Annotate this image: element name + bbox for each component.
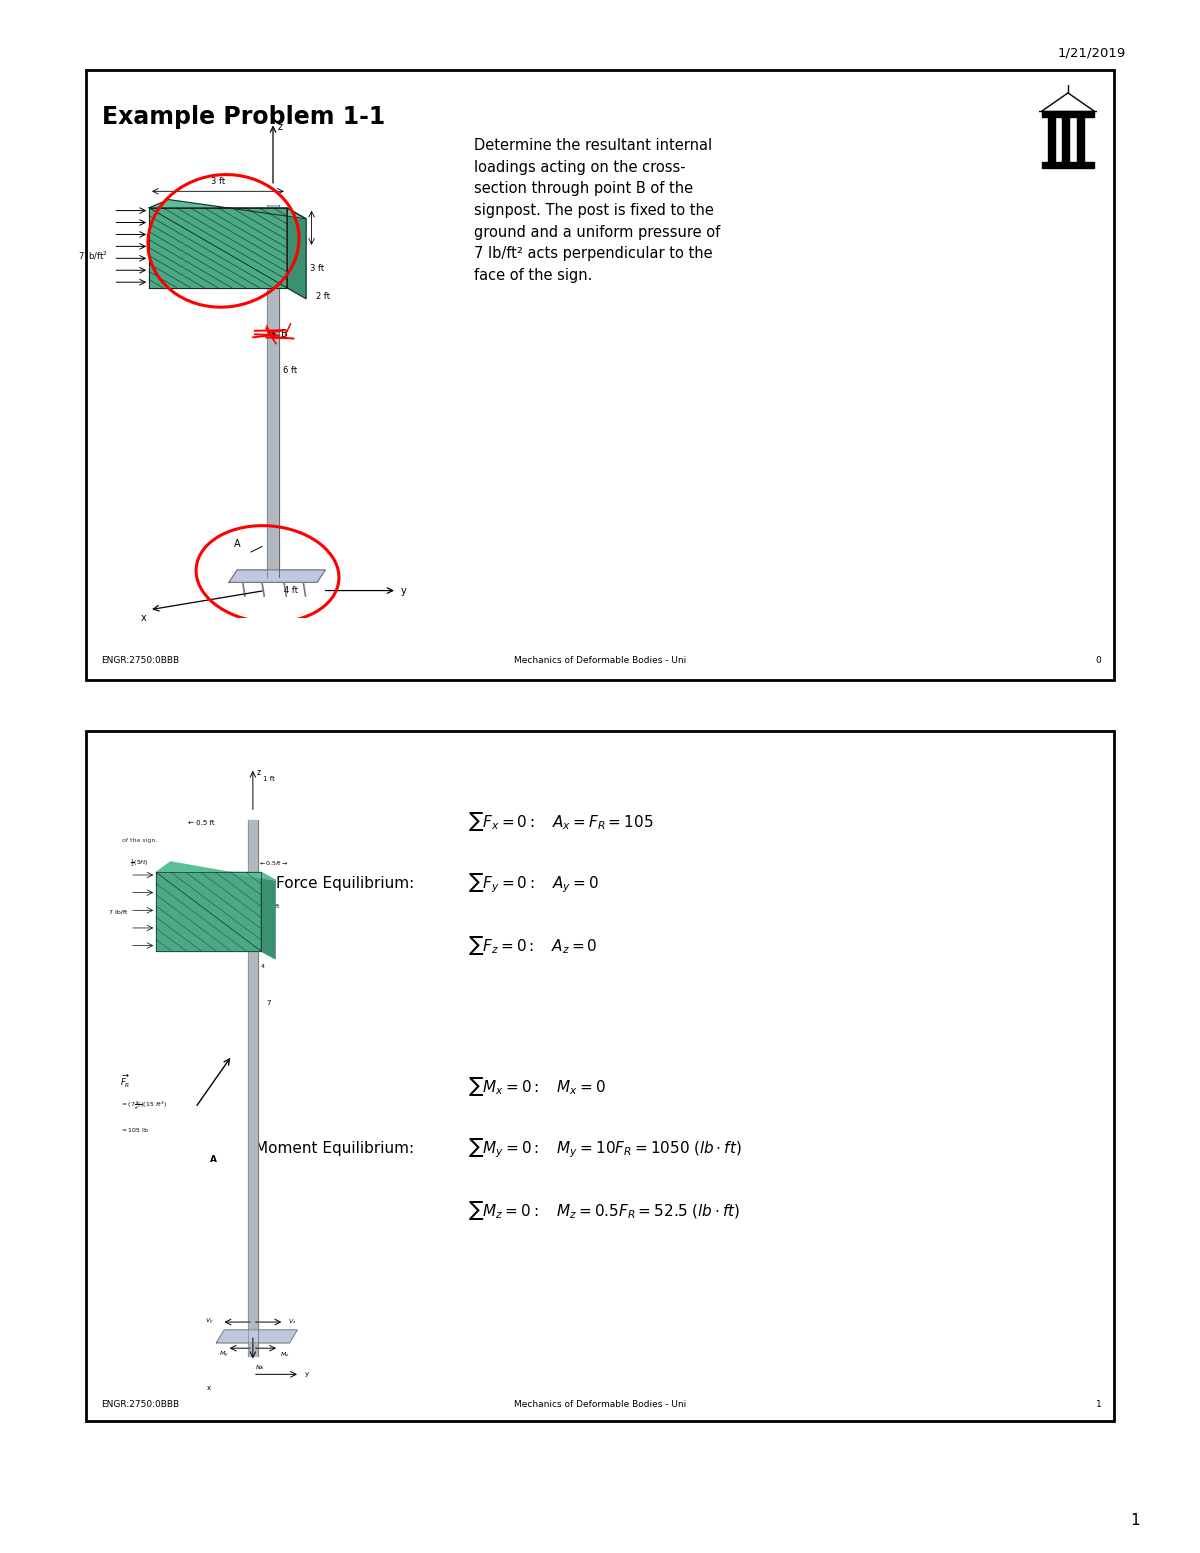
Polygon shape	[260, 873, 275, 958]
Text: $=(7\frac{lb}{ft^2})(15\ ft^2)$: $=(7\frac{lb}{ft^2})(15\ ft^2)$	[120, 1100, 167, 1112]
Text: $M_y$: $M_y$	[220, 1350, 229, 1360]
Text: Mechanics of Deformable Bodies - Uni: Mechanics of Deformable Bodies - Uni	[514, 1399, 686, 1409]
Text: $N_A$: $N_A$	[256, 1364, 265, 1371]
Text: B: B	[281, 329, 288, 340]
Polygon shape	[149, 208, 287, 287]
Text: $\sum M_z = 0:\quad M_z = 0.5F_R = 52.5\;(lb\cdot ft)$: $\sum M_z = 0:\quad M_z = 0.5F_R = 52.5\…	[468, 1199, 740, 1222]
Bar	[1042, 110, 1094, 116]
Text: $V_z$: $V_z$	[288, 1317, 296, 1326]
Text: $\sum M_y = 0:\quad M_y = 10F_R = 1050\;(lb\cdot ft)$: $\sum M_y = 0:\quad M_y = 10F_R = 1050\;…	[468, 1137, 742, 1160]
Bar	[1048, 115, 1055, 165]
Text: $\sum F_y = 0:\quad A_y = 0$: $\sum F_y = 0:\quad A_y = 0$	[468, 871, 599, 895]
Polygon shape	[149, 200, 306, 219]
FancyBboxPatch shape	[86, 731, 1114, 1421]
Text: $= 105$ lb: $= 105$ lb	[120, 1126, 149, 1134]
Text: 3 ft: 3 ft	[310, 264, 324, 273]
Text: 7 lb/ft: 7 lb/ft	[109, 909, 127, 915]
Text: x: x	[140, 612, 146, 623]
Text: Determine the resultant internal
loadings acting on the cross-
section through p: Determine the resultant internal loading…	[474, 138, 720, 283]
Polygon shape	[156, 873, 260, 950]
Text: 3 ft: 3 ft	[211, 177, 226, 186]
Text: $\leftarrow$5 ft: $\leftarrow$5 ft	[260, 902, 281, 910]
Text: z: z	[277, 123, 282, 132]
Text: Example Problem 1-1: Example Problem 1-1	[102, 104, 385, 129]
Text: 7: 7	[266, 1000, 270, 1006]
Bar	[1076, 115, 1084, 165]
Text: ENGR:2750:0BBB: ENGR:2750:0BBB	[101, 1399, 179, 1409]
Polygon shape	[229, 570, 325, 582]
Text: y: y	[305, 1371, 310, 1378]
Text: $V_y$: $V_y$	[205, 1317, 214, 1328]
Text: Moment Equilibrium:: Moment Equilibrium:	[254, 1141, 414, 1155]
Text: 1: 1	[1096, 1399, 1102, 1409]
Text: z: z	[257, 767, 260, 776]
Text: $\sum F_x = 0:\quad A_x = F_R = 105$: $\sum F_x = 0:\quad A_x = F_R = 105$	[468, 809, 654, 832]
FancyBboxPatch shape	[86, 70, 1114, 680]
Text: 6 ft: 6 ft	[283, 367, 296, 374]
Text: ENGR:2750:0BBB: ENGR:2750:0BBB	[101, 655, 179, 665]
Polygon shape	[216, 1329, 298, 1343]
Text: y: y	[401, 585, 407, 595]
Bar	[1062, 115, 1069, 165]
Text: ← 0.5 ft: ← 0.5 ft	[187, 820, 214, 826]
Text: $\frac{1}{2}(5ft)$: $\frac{1}{2}(5ft)$	[130, 857, 149, 868]
Text: 2 ft: 2 ft	[316, 292, 330, 301]
Text: $\sum F_z = 0:\quad A_z = 0$: $\sum F_z = 0:\quad A_z = 0$	[468, 933, 598, 957]
Text: 6 ft: 6 ft	[260, 929, 271, 933]
Polygon shape	[287, 208, 306, 298]
Text: Mechanics of Deformable Bodies - Uni: Mechanics of Deformable Bodies - Uni	[514, 655, 686, 665]
Text: A: A	[234, 539, 240, 548]
Bar	[1042, 162, 1094, 168]
Text: $M_z$: $M_z$	[281, 1350, 290, 1359]
Text: 1/21/2019: 1/21/2019	[1057, 47, 1126, 59]
Text: 0: 0	[1096, 655, 1102, 665]
Text: 4: 4	[260, 964, 265, 969]
Text: 4 ft: 4 ft	[284, 587, 298, 595]
Text: A: A	[210, 1155, 217, 1165]
Text: $\sum M_x = 0:\quad M_x = 0$: $\sum M_x = 0:\quad M_x = 0$	[468, 1075, 606, 1098]
Text: $\leftarrow 0.5ft \rightarrow$: $\leftarrow 0.5ft \rightarrow$	[258, 859, 288, 867]
Text: Force Equilibrium:: Force Equilibrium:	[276, 876, 414, 891]
Text: of the sign.: of the sign.	[122, 839, 157, 843]
Text: 1 ft: 1 ft	[263, 775, 275, 781]
Text: 1: 1	[1130, 1513, 1140, 1528]
Polygon shape	[156, 862, 275, 881]
Text: 7 lb/ft$^2$: 7 lb/ft$^2$	[78, 250, 108, 262]
Text: x: x	[206, 1385, 210, 1391]
Text: $\overrightarrow{F_R}$: $\overrightarrow{F_R}$	[120, 1073, 130, 1090]
